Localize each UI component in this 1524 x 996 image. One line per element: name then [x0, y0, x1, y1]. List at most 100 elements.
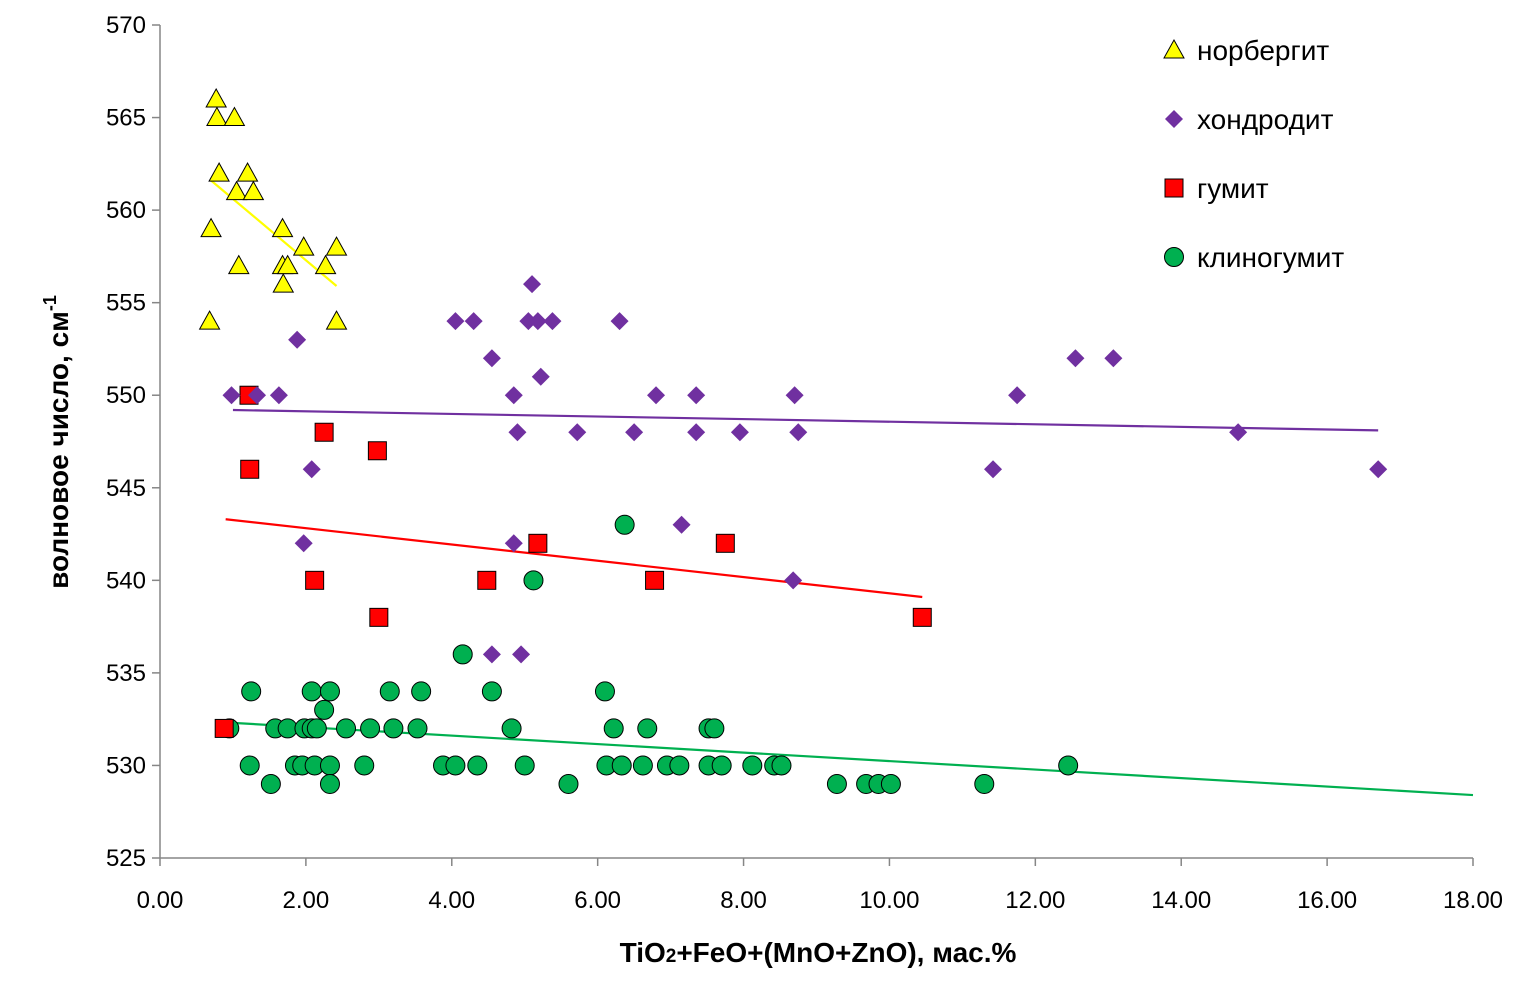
- circle-point: [632, 755, 653, 776]
- square-point: [528, 533, 548, 553]
- triangle-point: [325, 310, 348, 330]
- square-point: [645, 570, 665, 590]
- diamond-point: [248, 386, 267, 405]
- trendlines: [210, 179, 1474, 797]
- triangle-point: [314, 254, 337, 275]
- square-point: [240, 459, 260, 479]
- circle-point: [742, 755, 763, 776]
- square-point: [214, 718, 234, 738]
- circle-point: [514, 755, 535, 776]
- x-tick-label: 10.00: [859, 887, 919, 914]
- diamond-point: [294, 534, 313, 553]
- diamond-point: [528, 312, 547, 331]
- circle-point: [611, 755, 632, 776]
- diamond-point: [446, 312, 465, 331]
- y-tick-label: 545: [106, 475, 146, 502]
- circle-point: [704, 718, 725, 739]
- circle-point: [880, 773, 901, 794]
- trendline: [232, 721, 1474, 797]
- diamond-point: [288, 330, 307, 349]
- circle-point: [277, 718, 298, 739]
- circle-point: [637, 718, 658, 739]
- diamond-point: [785, 386, 804, 405]
- x-tick-label: 2.00: [283, 887, 330, 914]
- circle-point: [445, 755, 466, 776]
- legend-marker: [1165, 110, 1183, 128]
- y-tick-label: 535: [106, 660, 146, 687]
- y-tick-label: 560: [106, 197, 146, 224]
- circle-point: [306, 718, 327, 739]
- legend-marker: [1164, 247, 1184, 267]
- circle-point: [558, 773, 579, 794]
- diamond-point: [687, 386, 706, 405]
- diamond-point: [222, 386, 241, 405]
- circle-point: [501, 718, 522, 739]
- circle-point: [407, 718, 428, 739]
- diamond-point: [610, 312, 629, 331]
- square-point: [367, 441, 387, 461]
- x-tick-label: 8.00: [720, 887, 767, 914]
- x-tick-label: 12.00: [1005, 887, 1065, 914]
- legend-label: клиногумит: [1197, 242, 1344, 273]
- triangle-point: [272, 273, 295, 293]
- diamond-point: [1008, 386, 1027, 405]
- diamond-point: [543, 312, 562, 331]
- x-tick-label: 16.00: [1297, 887, 1357, 914]
- diamond-point: [568, 423, 587, 442]
- circle-point: [319, 681, 340, 702]
- legend-label: норбергит: [1197, 35, 1329, 66]
- diamond-point: [269, 386, 288, 405]
- axes: 525 530 535 540 545 550 555 560 565 570 0.00 2.00 4.…: [106, 12, 1503, 914]
- diamond-point: [1104, 349, 1123, 368]
- diamond-point: [730, 423, 749, 442]
- diamond-point: [625, 423, 644, 442]
- diamond-point: [784, 571, 803, 590]
- diamond-point: [789, 423, 808, 442]
- y-tick-label: 570: [106, 12, 146, 39]
- circle-point: [1058, 755, 1079, 776]
- triangle-point: [271, 217, 294, 238]
- y-tick-label: 565: [106, 105, 146, 132]
- square-point: [477, 570, 497, 590]
- diamond-point: [482, 645, 501, 664]
- markers: [198, 88, 1388, 794]
- circle-point: [452, 644, 473, 665]
- circle-point: [614, 514, 635, 535]
- circle-point: [481, 681, 502, 702]
- triangle-point: [236, 162, 259, 182]
- diamond-point: [464, 312, 483, 331]
- circle-point: [379, 681, 400, 702]
- circle-point: [314, 699, 335, 720]
- legend: норбергит хондродит гумит клиногумит: [1163, 35, 1344, 273]
- diamond-point: [1369, 460, 1388, 479]
- y-tick-label: 540: [106, 567, 146, 594]
- diamond-point: [523, 275, 542, 294]
- triangle-point: [227, 254, 250, 275]
- circle-point: [354, 755, 375, 776]
- diamond-point: [508, 423, 527, 442]
- x-tick-label: 0.00: [137, 887, 184, 914]
- y-tick-label: 550: [106, 382, 146, 409]
- circle-point: [411, 681, 432, 702]
- trendline: [232, 408, 1379, 432]
- circle-point: [669, 755, 690, 776]
- triangle-point: [198, 310, 221, 330]
- x-axis-title: TiO2+FeO+(MnO+ZnO), мас.%: [620, 937, 1017, 968]
- diamond-point: [647, 386, 666, 405]
- legend-label: гумит: [1197, 173, 1269, 204]
- legend-label: хондродит: [1197, 104, 1334, 135]
- circle-point: [319, 773, 340, 794]
- circle-point: [771, 755, 792, 776]
- triangle-point: [206, 106, 228, 127]
- circle-point: [260, 773, 281, 794]
- diamond-point: [687, 423, 706, 442]
- diamond-point: [984, 460, 1003, 479]
- circle-point: [467, 755, 488, 776]
- circle-point: [523, 570, 544, 591]
- circle-point: [974, 773, 995, 794]
- diamond-point: [1066, 349, 1085, 368]
- circle-point: [826, 773, 847, 794]
- triangle-point: [276, 254, 299, 275]
- triangle-point: [325, 236, 348, 256]
- square-point: [912, 607, 932, 627]
